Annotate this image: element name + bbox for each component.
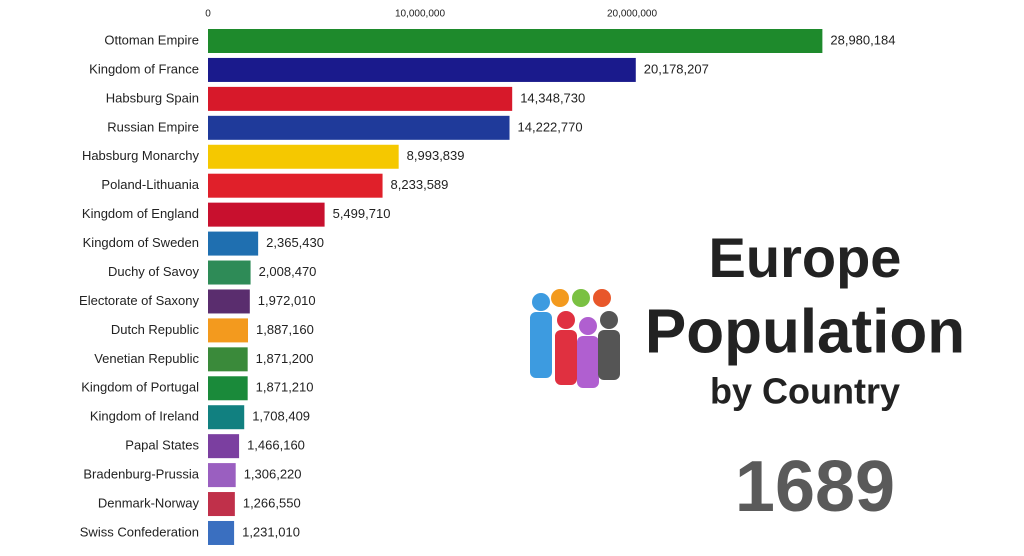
category-label: Habsburg Monarchy [82,148,200,163]
people-icon [530,289,620,388]
category-label: Habsburg Spain [106,90,199,105]
x-tick-label: 10,000,000 [395,9,445,20]
year-label: 1689 [735,447,895,527]
category-label: Kingdom of France [89,61,199,76]
bar [208,463,236,488]
x-tick-label: 20,000,000 [607,9,657,20]
value-label: 20,178,207 [644,61,709,76]
value-label: 1,266,550 [243,495,301,510]
bar [208,202,325,227]
category-label: Papal States [125,438,199,453]
title-line: Population [645,297,965,366]
bar [208,376,248,401]
bar [208,318,249,343]
value-label: 14,222,770 [518,119,583,134]
bar [208,260,251,285]
category-label: Ottoman Empire [104,32,199,47]
bar [208,29,823,53]
value-label: 14,348,730 [520,90,585,105]
value-label: 1,871,200 [256,351,314,366]
category-label: Kingdom of Sweden [83,235,199,250]
title-line: Europe [709,226,902,289]
category-label: Poland-Lithuania [101,177,199,192]
value-label: 1,466,160 [247,438,305,453]
x-tick-label: 0 [205,9,211,20]
category-label: Denmark-Norway [98,495,200,510]
value-label: 5,499,710 [333,206,391,221]
value-label: 28,980,184 [830,32,895,47]
value-label: 8,993,839 [407,148,465,163]
value-label: 2,365,430 [266,235,324,250]
bar [208,347,248,372]
category-label: Russian Empire [107,119,199,134]
bar [208,492,235,517]
category-label: Kingdom of Ireland [90,409,199,424]
value-label: 8,233,589 [391,177,449,192]
bar [208,289,250,314]
bar [208,434,240,459]
value-label: 1,871,210 [256,380,314,395]
value-label: 1,972,010 [258,293,316,308]
category-label: Kingdom of Portugal [81,380,199,395]
value-label: 1,708,409 [252,409,310,424]
category-label: Electorate of Saxony [79,293,199,308]
category-label: Swiss Confederation [80,524,199,539]
value-label: 1,306,220 [244,467,302,482]
category-label: Venetian Republic [94,351,199,366]
value-label: 1,231,010 [242,524,300,539]
category-label: Bradenburg-Prussia [83,467,199,482]
bar [208,405,245,430]
category-label: Dutch Republic [111,322,200,337]
value-label: 1,887,160 [256,322,314,337]
bar [208,115,510,140]
bar [208,57,636,82]
value-label: 2,008,470 [259,264,317,279]
bar [208,86,513,111]
category-label: Duchy of Savoy [108,264,200,279]
bar [208,144,399,169]
category-label: Kingdom of England [82,206,199,221]
bar [208,520,235,545]
bar [208,173,383,198]
bar [208,231,259,256]
title-line: by Country [710,371,900,412]
